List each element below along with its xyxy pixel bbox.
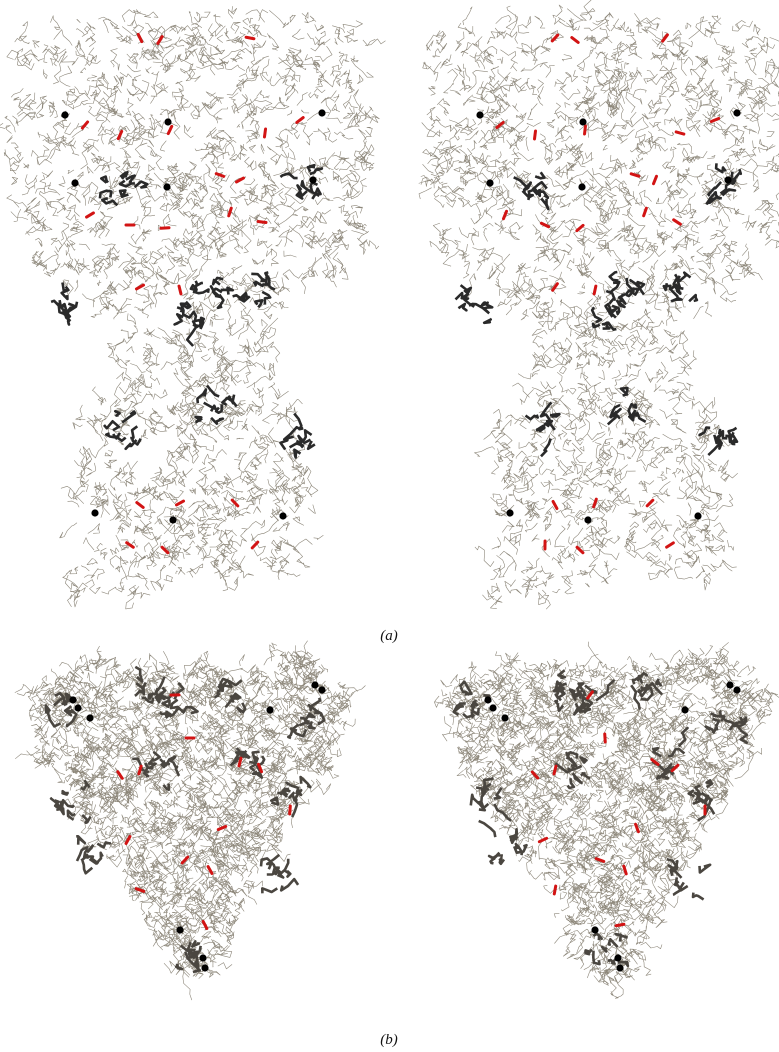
ion xyxy=(86,714,93,721)
disulfide xyxy=(553,284,558,290)
ion xyxy=(506,509,513,516)
disulfide xyxy=(654,176,657,183)
ion xyxy=(199,954,206,961)
disulfide xyxy=(182,857,188,863)
disulfide xyxy=(136,285,143,289)
figure: (a) (b) xyxy=(0,0,779,1052)
disulfide xyxy=(118,131,121,138)
disulfide xyxy=(137,503,143,508)
disulfide xyxy=(647,500,653,506)
ion xyxy=(164,118,171,125)
disulfide xyxy=(663,35,668,41)
ion xyxy=(69,696,76,703)
ligand xyxy=(288,698,324,738)
ion xyxy=(614,954,621,961)
disulfide xyxy=(208,867,212,874)
ion xyxy=(279,512,286,519)
ion xyxy=(169,516,176,523)
ion xyxy=(71,179,78,186)
ion xyxy=(484,696,491,703)
ligand xyxy=(586,934,628,966)
disulfide xyxy=(237,178,244,182)
disulfide xyxy=(605,734,606,742)
panel-label: (a) xyxy=(380,628,398,644)
disulfide xyxy=(504,211,507,218)
ion xyxy=(318,109,325,116)
disulfide xyxy=(87,213,94,217)
ion xyxy=(616,964,623,971)
ion xyxy=(266,706,273,713)
ion xyxy=(578,183,585,190)
disulfide xyxy=(239,758,241,766)
ion xyxy=(163,183,170,190)
disulfide xyxy=(246,37,254,39)
ion xyxy=(501,714,508,721)
ion xyxy=(201,964,208,971)
disulfide xyxy=(161,228,169,229)
disulfide xyxy=(229,208,231,216)
ion xyxy=(489,704,496,711)
ion xyxy=(309,176,316,183)
disulfide xyxy=(554,766,556,774)
ligand xyxy=(281,414,315,458)
disulfide xyxy=(168,126,171,133)
ligand xyxy=(196,386,237,424)
disulfide xyxy=(552,35,557,41)
ion xyxy=(681,706,688,713)
stereo-images xyxy=(0,0,779,1000)
disulfide xyxy=(667,543,674,547)
disulfide xyxy=(297,118,303,123)
ion xyxy=(724,176,731,183)
disulfide xyxy=(644,208,647,216)
disulfide xyxy=(711,118,718,121)
ion xyxy=(733,109,740,116)
disulfide xyxy=(216,174,224,177)
disulfide xyxy=(572,38,578,43)
disulfide xyxy=(535,131,536,139)
ion xyxy=(726,681,733,688)
disulfide xyxy=(179,286,181,294)
ion xyxy=(733,686,740,693)
disulfide xyxy=(264,129,265,137)
disulfide xyxy=(585,126,586,134)
disulfide xyxy=(554,886,555,894)
disulfide xyxy=(577,547,583,552)
ion xyxy=(74,704,81,711)
disulfide xyxy=(138,34,141,41)
disulfide xyxy=(290,806,291,814)
page: (a) (b) (() => { const data = JSON.parse… xyxy=(0,0,779,1052)
disulfide xyxy=(258,221,266,222)
disulfide xyxy=(176,501,183,505)
ion xyxy=(176,926,183,933)
ligand xyxy=(610,272,644,307)
ion xyxy=(486,179,493,186)
disulfide xyxy=(636,824,639,831)
ion xyxy=(584,516,591,523)
disulfide xyxy=(553,501,557,508)
disulfide xyxy=(676,132,684,134)
disulfide xyxy=(577,225,583,230)
ion xyxy=(318,686,325,693)
ion xyxy=(694,512,701,519)
ligand xyxy=(76,836,110,873)
disulfide xyxy=(252,542,258,548)
disulfide xyxy=(616,924,624,925)
ligand xyxy=(233,272,275,307)
disulfide xyxy=(674,220,681,224)
ion xyxy=(591,926,598,933)
ion xyxy=(311,681,318,688)
ligand xyxy=(456,285,493,323)
panel-label: (b) xyxy=(380,1032,398,1048)
ligand xyxy=(261,855,298,894)
ligand xyxy=(700,428,737,456)
ion xyxy=(61,111,68,118)
ion xyxy=(579,118,586,125)
disulfide xyxy=(594,286,596,294)
ion xyxy=(91,509,98,516)
ion xyxy=(476,111,483,118)
